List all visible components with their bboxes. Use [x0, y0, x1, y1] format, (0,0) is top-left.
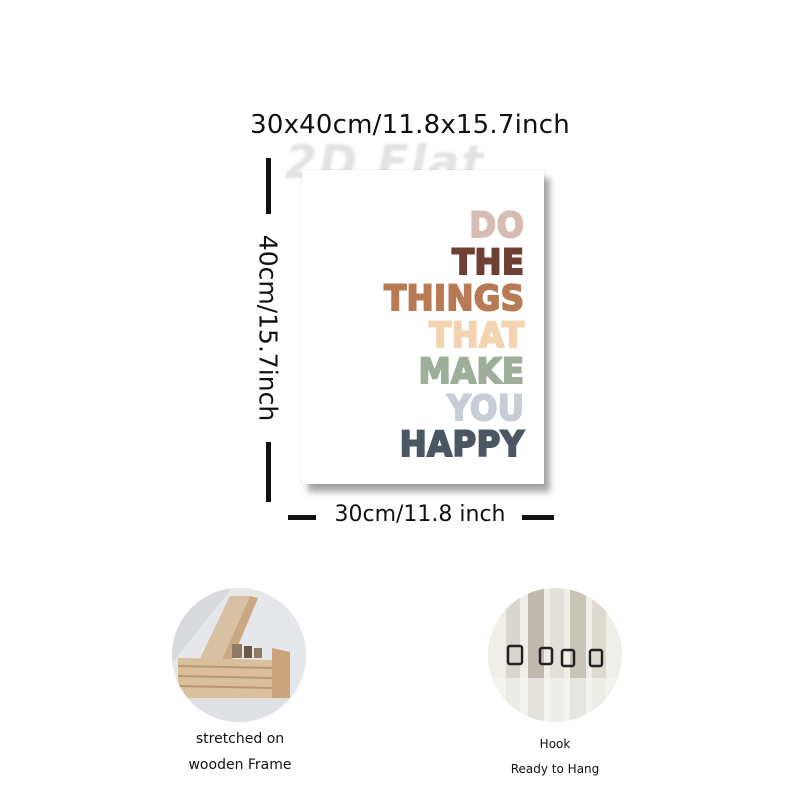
- wooden-frame-photo: [172, 588, 306, 722]
- height-bar-top: [266, 158, 271, 214]
- quote-line-that: THAT: [428, 315, 525, 356]
- quote-line-make: MAKE: [417, 352, 524, 392]
- dimension-title: 30x40cm/11.8x15.7inch: [250, 110, 570, 140]
- width-label: 30cm/11.8 inch: [334, 502, 506, 527]
- hook-caption-line2: Ready to Hang: [510, 762, 600, 776]
- canvas-poster: DO THE THINGS THAT MAKE YOU HAPPY: [302, 170, 544, 484]
- height-bar-bottom: [266, 442, 271, 502]
- quote-line-do: DO: [468, 206, 524, 246]
- width-bar-right: [522, 515, 554, 520]
- frame-caption-line1: stretched on: [195, 731, 285, 747]
- quote-line-things: THINGS: [383, 279, 525, 319]
- quote-line-happy: HAPPY: [398, 425, 524, 465]
- quote-text: DO THE THINGS THAT MAKE YOU HAPPY: [372, 206, 525, 465]
- quote-line-you: YOU: [446, 388, 524, 429]
- quote-line-the: THE: [451, 242, 525, 283]
- frame-caption-line2: wooden Frame: [188, 757, 292, 773]
- hook-photo: [488, 588, 622, 722]
- hook-caption-line1: Hook: [539, 737, 571, 751]
- width-bar-left: [288, 515, 316, 520]
- height-label: 40cm/15.7inch: [253, 234, 283, 422]
